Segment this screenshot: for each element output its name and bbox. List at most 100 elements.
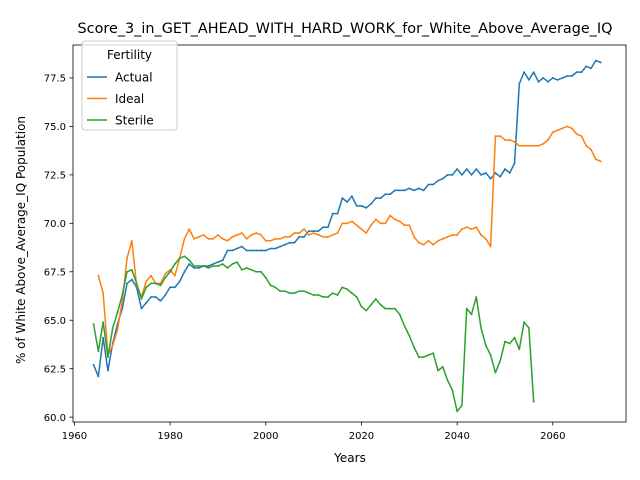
data-point-ideal [399, 220, 401, 222]
data-point-sterile [442, 366, 444, 368]
data-point-ideal [341, 222, 343, 224]
data-point-sterile [437, 370, 439, 372]
data-point-sterile [227, 267, 229, 269]
data-point-ideal [227, 240, 229, 242]
data-point-actual [332, 213, 334, 215]
data-point-ideal [370, 224, 372, 226]
data-point-sterile [514, 337, 516, 339]
data-point-actual [451, 174, 453, 176]
data-point-actual [461, 174, 463, 176]
data-point-ideal [495, 135, 497, 137]
data-point-sterile [136, 283, 138, 285]
data-point-ideal [509, 139, 511, 141]
data-point-ideal [485, 238, 487, 240]
data-point-actual [380, 197, 382, 199]
y-tick-label: 77.5 [44, 74, 66, 85]
data-point-actual [475, 168, 477, 170]
data-point-actual [255, 250, 257, 252]
data-point-ideal [246, 238, 248, 240]
data-point-ideal [471, 228, 473, 230]
data-point-actual [365, 207, 367, 209]
data-point-sterile [150, 283, 152, 285]
data-point-actual [141, 308, 143, 310]
data-point-actual [480, 174, 482, 176]
data-point-sterile [289, 292, 291, 294]
data-point-actual [174, 286, 176, 288]
data-point-ideal [260, 234, 262, 236]
data-point-ideal [490, 246, 492, 248]
data-point-ideal [542, 143, 544, 145]
data-point-actual [437, 180, 439, 182]
data-point-actual [466, 168, 468, 170]
data-point-sterile [251, 269, 253, 271]
data-point-ideal [184, 238, 186, 240]
data-point-actual [418, 188, 420, 190]
data-point-actual [375, 197, 377, 199]
data-point-ideal [97, 275, 99, 277]
data-point-ideal [274, 238, 276, 240]
data-point-actual [274, 248, 276, 250]
data-point-actual [222, 259, 224, 261]
data-point-actual [341, 197, 343, 199]
data-point-sterile [160, 284, 162, 286]
data-point-sterile [518, 348, 520, 350]
legend-label-actual: Actual [115, 71, 153, 85]
chart-title: Score_3_in_GET_AHEAD_WITH_HARD_WORK_for_… [78, 21, 613, 37]
y-tick-label: 60.0 [44, 413, 66, 424]
y-tick-label: 62.5 [44, 364, 66, 375]
data-point-ideal [174, 275, 176, 277]
data-point-sterile [284, 290, 286, 292]
data-point-sterile [231, 263, 233, 265]
data-point-actual [509, 172, 511, 174]
data-point-ideal [365, 232, 367, 234]
x-tick-label: 1960 [62, 431, 87, 442]
data-point-ideal [303, 228, 305, 230]
data-point-ideal [432, 244, 434, 246]
data-point-sterile [418, 356, 420, 358]
data-point-sterile [428, 354, 430, 356]
data-point-ideal [595, 158, 597, 160]
data-point-actual [198, 267, 200, 269]
data-point-actual [528, 79, 530, 81]
data-point-actual [485, 172, 487, 174]
data-point-sterile [475, 296, 477, 298]
data-point-actual [102, 337, 104, 339]
data-point-ideal [251, 234, 253, 236]
data-point-actual [552, 77, 554, 79]
data-point-actual [131, 279, 133, 281]
legend-label-ideal: Ideal [115, 92, 144, 106]
data-point-ideal [236, 234, 238, 236]
data-point-sterile [188, 259, 190, 261]
data-point-sterile [408, 335, 410, 337]
data-point-actual [566, 75, 568, 77]
data-point-sterile [337, 294, 339, 296]
data-point-ideal [547, 139, 549, 141]
data-point-ideal [447, 236, 449, 238]
data-point-actual [212, 263, 214, 265]
data-point-actual [246, 250, 248, 252]
data-point-actual [279, 246, 281, 248]
data-point-sterile [265, 277, 267, 279]
data-point-sterile [203, 265, 205, 267]
data-point-ideal [581, 135, 583, 137]
data-point-sterile [318, 294, 320, 296]
data-point-ideal [322, 236, 324, 238]
data-point-actual [313, 230, 315, 232]
data-point-actual [442, 178, 444, 180]
data-point-actual [179, 281, 181, 283]
data-point-ideal [270, 240, 272, 242]
data-point-ideal [423, 244, 425, 246]
data-point-actual [404, 189, 406, 191]
data-point-sterile [198, 265, 200, 267]
data-point-sterile [274, 286, 276, 288]
data-point-sterile [346, 288, 348, 290]
data-point-actual [595, 60, 597, 62]
data-point-sterile [155, 283, 157, 285]
data-point-ideal [408, 224, 410, 226]
y-tick-label: 72.5 [44, 170, 66, 181]
data-point-ideal [590, 149, 592, 151]
data-point-actual [260, 250, 262, 252]
data-point-ideal [600, 160, 602, 162]
data-point-actual [399, 189, 401, 191]
data-point-ideal [518, 145, 520, 147]
